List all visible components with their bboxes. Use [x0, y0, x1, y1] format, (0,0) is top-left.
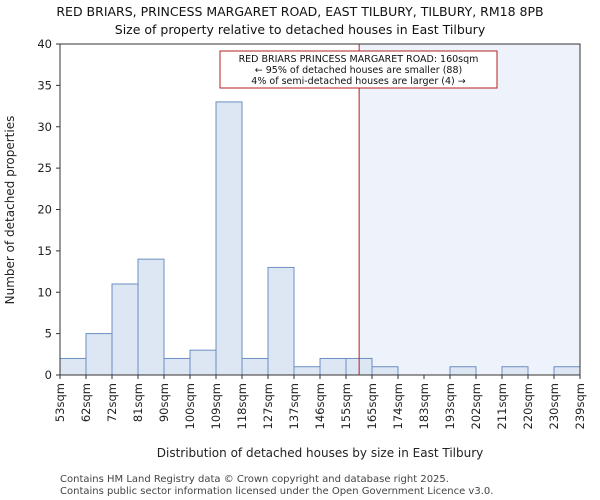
highlight-region	[359, 44, 580, 375]
annotation-line-1: RED BRIARS PRINCESS MARGARET ROAD: 160sq…	[239, 54, 479, 65]
y-tick-label: 40	[37, 37, 52, 51]
bar-165sqm	[371, 366, 399, 376]
x-tick-label: 220sqm	[521, 383, 535, 429]
x-tick-label: 165sqm	[365, 383, 379, 429]
bar-146sqm	[319, 357, 347, 376]
x-tick-label: 183sqm	[417, 383, 431, 429]
x-tick-label: 239sqm	[573, 383, 587, 429]
x-tick-label: 109sqm	[209, 383, 223, 429]
x-axis-label: Distribution of detached houses by size …	[157, 446, 484, 460]
bar-72sqm	[111, 283, 139, 376]
y-tick-label: 15	[37, 244, 52, 258]
y-tick-label: 0	[45, 368, 52, 382]
x-tick-label: 62sqm	[79, 383, 93, 422]
y-tick-label: 10	[37, 285, 52, 299]
x-tick-label: 193sqm	[443, 383, 457, 429]
x-tick-label: 53sqm	[53, 383, 67, 422]
x-tick-label: 72sqm	[105, 383, 119, 422]
x-tick-label: 90sqm	[157, 383, 171, 422]
annotation-line-3: 4% of semi-detached houses are larger (4…	[251, 76, 465, 87]
x-tick-label: 146sqm	[313, 383, 327, 429]
bar-127sqm	[267, 266, 295, 376]
y-tick-label: 35	[37, 78, 52, 92]
chart-subtitle: Size of property relative to detached ho…	[115, 22, 486, 37]
chart-title: RED BRIARS, PRINCESS MARGARET ROAD, EAST…	[56, 4, 543, 19]
bar-90sqm	[163, 357, 191, 376]
y-tick-label: 5	[45, 327, 52, 341]
bar-100sqm	[189, 349, 217, 376]
bar-193sqm	[449, 366, 477, 376]
x-tick-label: 202sqm	[469, 383, 483, 429]
bar-109sqm	[215, 101, 243, 376]
x-tick-label: 174sqm	[391, 383, 405, 429]
x-tick-label: 100sqm	[183, 383, 197, 429]
plot-area: 0 5 10 15 20 25 30 35 40 53sqm 62sqm 72sqm 81sqm 90sq…	[37, 37, 587, 429]
x-tick-label: 81sqm	[131, 383, 145, 422]
bar-211sqm	[501, 366, 529, 376]
bar-53sqm	[59, 357, 87, 376]
bar-230sqm	[553, 366, 581, 376]
x-tick-label: 230sqm	[547, 383, 561, 429]
bar-81sqm	[137, 258, 165, 376]
bar-62sqm	[85, 333, 113, 376]
y-tick-label: 25	[37, 161, 52, 175]
x-tick-label: 118sqm	[235, 383, 249, 429]
y-axis-label: Number of detached properties	[3, 116, 17, 305]
bar-118sqm	[241, 357, 269, 376]
y-tick-label: 30	[37, 120, 52, 134]
x-tick-label: 137sqm	[287, 383, 301, 429]
y-tick-label: 20	[37, 203, 52, 217]
footer-line-2: Contains public sector information licen…	[60, 486, 493, 497]
footer-line-1: Contains HM Land Registry data © Crown c…	[60, 474, 449, 485]
bar-137sqm	[293, 366, 321, 376]
x-tick-label: 155sqm	[339, 383, 353, 429]
x-tick-label: 127sqm	[261, 383, 275, 429]
annotation-box	[219, 50, 498, 89]
annotation-line-2: ← 95% of detached houses are smaller (88…	[255, 65, 462, 76]
x-tick-label: 211sqm	[495, 383, 509, 429]
